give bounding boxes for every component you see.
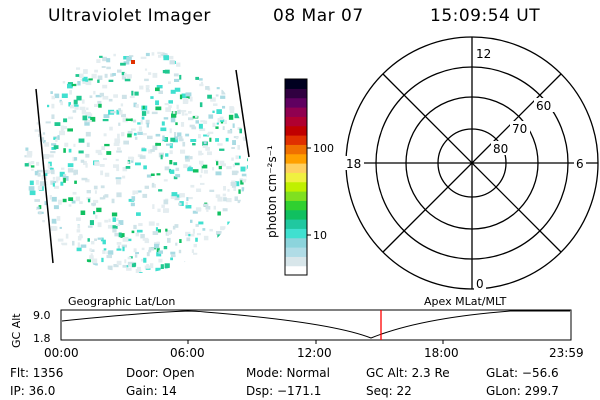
uv-image-disc — [24, 49, 250, 273]
colorbar-band — [285, 88, 307, 99]
colorbar-band — [285, 265, 307, 276]
colorbar-band — [285, 247, 307, 257]
timeline-ytick-1-8: 1.8 — [33, 332, 51, 345]
mlt-label-6: 6 — [576, 157, 584, 171]
mlt-label-0: 0 — [476, 277, 484, 291]
colorbar-band — [285, 107, 307, 117]
colorbar-band — [285, 153, 307, 164]
timeline-ytick-9: 9.0 — [33, 309, 51, 322]
timeline-right-label: Apex MLat/MLT — [424, 295, 507, 308]
uv-image-speckle — [24, 51, 248, 273]
colorbar-band — [285, 144, 307, 155]
colorbar-band — [285, 256, 307, 267]
colorbar-band — [285, 135, 307, 145]
colorbar-band — [285, 237, 307, 248]
mode-value: Mode: Normal — [246, 366, 330, 380]
dsp-value: Dsp: −171.1 — [246, 384, 322, 398]
colorbar-band — [285, 181, 307, 192]
timeline-xtick-1800: 18:00 — [424, 346, 459, 360]
instrument-title: Ultraviolet Imager — [48, 6, 211, 26]
door-status: Door: Open — [126, 366, 195, 380]
image-ip: IP: 36.0 — [10, 384, 56, 398]
colorbar-band — [285, 116, 307, 127]
timeline-xtick-1200: 12:00 — [297, 346, 332, 360]
mlat-label-70: 70 — [512, 122, 527, 136]
timeline-xtick-2359: 23:59 — [549, 346, 584, 360]
timeline-left-label: Geographic Lat/Lon — [68, 295, 175, 308]
mlt-label-12: 12 — [476, 47, 491, 61]
colorbar-gradient — [285, 79, 307, 276]
colorbar-frame — [284, 78, 308, 276]
polar-diagonal-2 — [382, 73, 562, 253]
colorbar-band — [285, 219, 307, 229]
timeline-xtick-0600: 06:00 — [170, 346, 205, 360]
colorbar-unit-label: photon cm⁻²s⁻¹ — [265, 145, 279, 238]
gain-value: Gain: 14 — [126, 384, 177, 398]
flight-number: Flt: 1356 — [10, 366, 64, 380]
timeline-xtick-0000: 00:00 — [44, 346, 79, 360]
colorbar-band — [285, 209, 307, 220]
gc-alt-value: GC Alt: 2.3 Re — [366, 366, 450, 380]
colorbar-band — [285, 163, 307, 173]
colorbar: 100 10 photon cm⁻²s⁻¹ — [265, 78, 334, 276]
observation-time: 15:09:54 UT — [430, 6, 541, 26]
terminator-line-left — [35, 88, 54, 264]
timeline-axis-label: GC Alt — [10, 313, 23, 348]
colorbar-band — [285, 125, 307, 136]
colorbar-tick-label-10: 10 — [313, 229, 327, 242]
colorbar-band — [285, 97, 307, 108]
colorbar-band — [285, 172, 307, 183]
terminator-line-right — [235, 69, 250, 158]
polar-labels: 12 18 6 0 60 70 80 — [344, 46, 586, 291]
geographic-longitude: GLon: 299.7 — [486, 384, 559, 398]
geographic-latitude: GLat: −56.6 — [486, 366, 559, 380]
mlt-label-18: 18 — [346, 157, 361, 171]
sequence-number: Seq: 22 — [366, 384, 412, 398]
colorbar-band — [285, 228, 307, 239]
colorbar-band — [285, 200, 307, 211]
polar-grid — [345, 36, 599, 290]
mlat-label-60: 60 — [536, 99, 551, 113]
observation-date: 08 Mar 07 — [273, 6, 364, 26]
mlat-label-80: 80 — [493, 142, 508, 156]
colorbar-tick-label-100: 100 — [313, 142, 334, 155]
colorbar-band — [285, 79, 307, 89]
altitude-timeline: Geographic Lat/Lon Apex MLat/MLT GC Alt … — [10, 295, 584, 360]
altitude-curve — [61, 310, 570, 339]
colorbar-band — [285, 191, 307, 201]
